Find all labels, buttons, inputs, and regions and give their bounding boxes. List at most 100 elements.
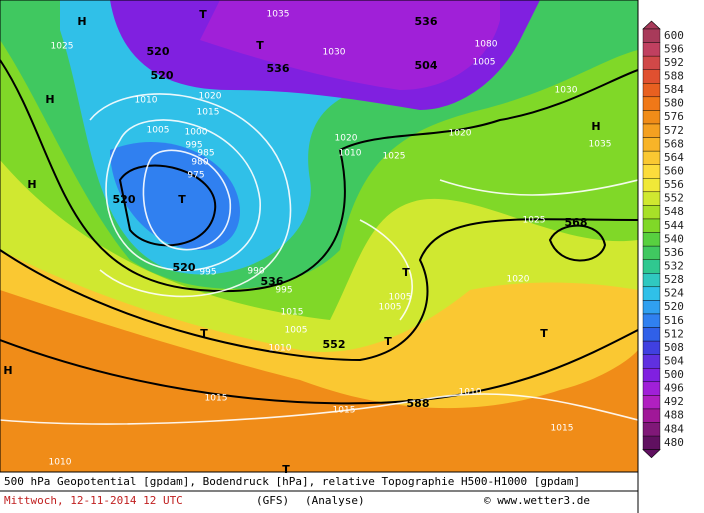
geopotential-label: T <box>178 193 186 206</box>
colorbar-label: 532 <box>664 259 684 272</box>
colorbar-label: 552 <box>664 192 684 205</box>
colorbar-bottom-arrow <box>642 449 661 459</box>
geopotential-label: 536 <box>267 62 290 75</box>
geopotential-label: 568 <box>565 216 588 229</box>
colorbar-label: 516 <box>664 314 684 327</box>
colorbar-swatch <box>642 245 661 260</box>
colorbar-swatch <box>642 422 661 437</box>
pressure-label: 1025 <box>383 152 406 162</box>
colorbar-swatch <box>642 69 661 84</box>
colorbar-label: 536 <box>664 246 684 259</box>
geopotential-label: 520 <box>173 261 196 274</box>
geopotential-label: T <box>540 327 548 340</box>
colorbar-label: 520 <box>664 300 684 313</box>
colorbar-label: 568 <box>664 137 684 150</box>
pressure-label: 975 <box>187 171 204 181</box>
pressure-label: 1015 <box>281 308 304 318</box>
colorbar-swatch <box>642 150 661 165</box>
geopotential-contours <box>0 59 638 405</box>
geopotential-label: 520 <box>151 69 174 82</box>
colorbar-swatch <box>642 55 661 70</box>
pressure-label: 1005 <box>379 303 402 313</box>
colorbar-swatch <box>642 83 661 98</box>
colorbar-label: 528 <box>664 273 684 286</box>
colorbar-swatch <box>642 408 661 423</box>
pressure-label: 1020 <box>335 134 358 144</box>
pressure-label: 1080 <box>475 40 498 50</box>
pressure-label: 1015 <box>197 108 220 118</box>
geopotential-label: T <box>402 266 410 279</box>
geopotential-label: H <box>591 120 600 133</box>
colorbar-swatch <box>642 123 661 138</box>
colorbar-label: 580 <box>664 97 684 110</box>
caption-run: (Analyse) <box>305 494 365 507</box>
caption-title: 500 hPa Geopotential [gpdam], Bodendruck… <box>4 475 580 488</box>
colorbar-label: 572 <box>664 124 684 137</box>
colorbar-swatch <box>642 286 661 301</box>
colorbar-label: 600 <box>664 29 684 42</box>
pressure-label: 1010 <box>339 149 362 159</box>
colorbar-label: 548 <box>664 205 684 218</box>
colorbar-swatch <box>642 300 661 315</box>
pressure-label: 990 <box>247 267 264 277</box>
caption-source: © www.wetter3.de <box>484 494 590 507</box>
pressure-label: 1035 <box>589 140 612 150</box>
colorbar-label: 576 <box>664 110 684 123</box>
pressure-label: 1035 <box>267 10 290 20</box>
pressure-label: 1030 <box>323 48 346 58</box>
geopotential-label: T <box>282 463 290 476</box>
colorbar-label: 592 <box>664 56 684 69</box>
pressure-label: 995 <box>199 268 216 278</box>
colorbar-swatch <box>642 110 661 125</box>
geopotential-label: T <box>199 8 207 21</box>
colorbar-swatch <box>642 96 661 111</box>
colorbar-swatch <box>642 381 661 396</box>
colorbar-label: 564 <box>664 151 684 164</box>
colorbar-swatch <box>642 435 661 450</box>
geopotential-label: 504 <box>415 59 438 72</box>
pressure-label: 1005 <box>389 293 412 303</box>
pressure-label: 1005 <box>147 126 170 136</box>
pressure-label: 1015 <box>551 424 574 434</box>
colorbar-label: 560 <box>664 164 684 177</box>
pressure-label: 1005 <box>473 58 496 68</box>
geopotential-label: H <box>45 93 54 106</box>
geopotential-label: H <box>3 364 12 377</box>
pressure-label: 1020 <box>449 129 472 139</box>
colorbar-swatch <box>642 368 661 383</box>
geopotential-label: 588 <box>407 397 430 410</box>
pressure-label: 995 <box>275 286 292 296</box>
colorbar-swatch <box>642 205 661 220</box>
colorbar-label: 584 <box>664 83 684 96</box>
colorbar-label: 596 <box>664 42 684 55</box>
pressure-label: 1020 <box>199 92 222 102</box>
geopotential-label: 536 <box>261 275 284 288</box>
pressure-label: 1025 <box>523 216 546 226</box>
colorbar-swatch <box>642 273 661 288</box>
colorbar-swatch <box>642 28 661 43</box>
colorbar-swatch <box>642 354 661 369</box>
pressure-label: 1010 <box>459 388 482 398</box>
pressure-label: 980 <box>191 158 208 168</box>
pressure-label: 1015 <box>205 394 228 404</box>
pressure-label: 1025 <box>51 42 74 52</box>
map <box>0 0 638 472</box>
geopotential-label: 536 <box>415 15 438 28</box>
colorbar-label: 496 <box>664 382 684 395</box>
geopotential-label: 552 <box>323 338 346 351</box>
colorbar-swatch <box>642 191 661 206</box>
colorbar-swatch <box>642 327 661 342</box>
colorbar-swatch <box>642 313 661 328</box>
pressure-contours <box>0 93 638 425</box>
colorbar-swatch <box>642 259 661 274</box>
colorbar-label: 556 <box>664 178 684 191</box>
colorbar-swatch <box>642 395 661 410</box>
colorbar-swatch <box>642 178 661 193</box>
colorbar-swatch <box>642 218 661 233</box>
colorbar-label: 488 <box>664 409 684 422</box>
pressure-label: 1000 <box>185 128 208 138</box>
colorbar-label: 484 <box>664 422 684 435</box>
colorbar-label: 544 <box>664 219 684 232</box>
map-frame <box>0 0 639 473</box>
geopotential-label: H <box>77 15 86 28</box>
